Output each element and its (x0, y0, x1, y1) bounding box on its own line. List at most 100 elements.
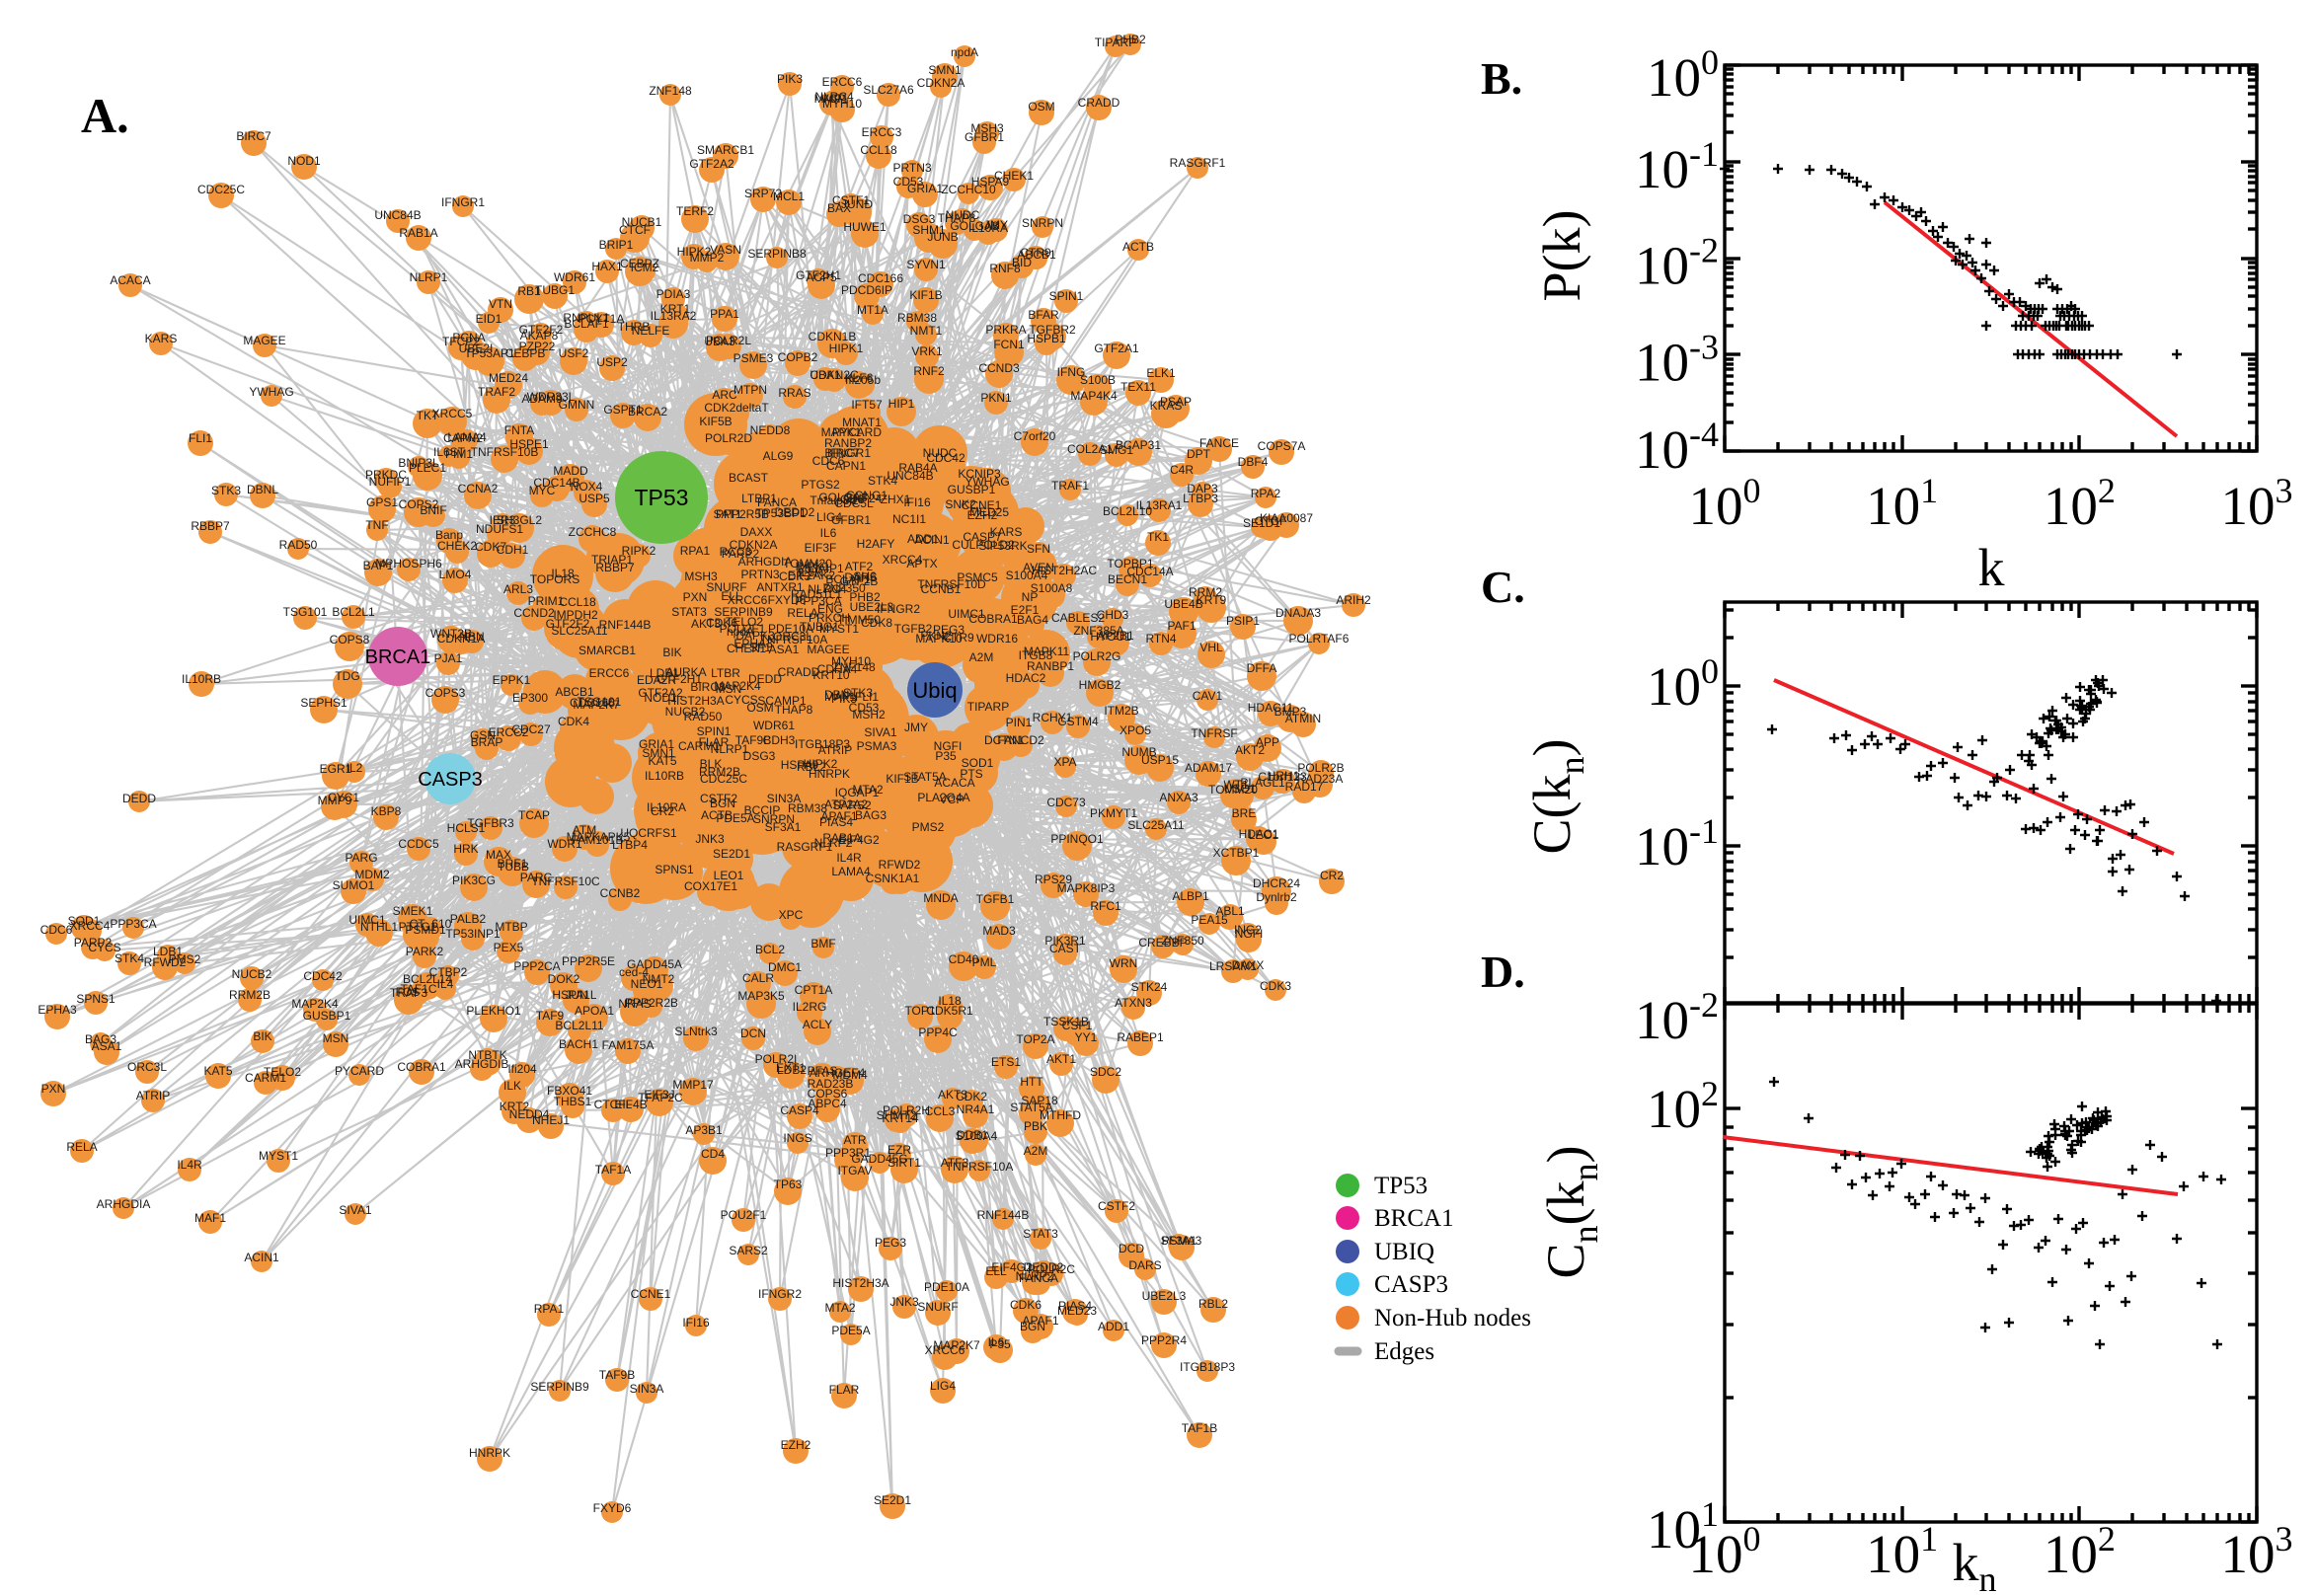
svg-text:PARC: PARC (520, 871, 553, 884)
svg-text:BNIP3L: BNIP3L (398, 456, 439, 470)
svg-text:SNRPN: SNRPN (1022, 216, 1063, 230)
svg-text:MTA2: MTA2 (852, 783, 883, 797)
svg-text:ORC3L: ORC3L (773, 630, 812, 644)
svg-text:APOA1: APOA1 (575, 1004, 614, 1018)
svg-text:MED25: MED25 (969, 505, 1009, 519)
svg-text:KIF5B: KIF5B (699, 415, 732, 428)
svg-text:ABL1: ABL1 (1215, 904, 1245, 918)
svg-text:NDUFS1: NDUFS1 (476, 522, 523, 536)
svg-text:MAPK10: MAPK10 (915, 632, 963, 646)
svg-text:MYST1: MYST1 (259, 1149, 298, 1163)
svg-text:ELK1: ELK1 (1146, 366, 1176, 380)
svg-text:TNFRSF10D: TNFRSF10D (917, 577, 986, 591)
svg-text:THAP8: THAP8 (938, 211, 976, 225)
svg-text:PPA1: PPA1 (710, 307, 739, 321)
svg-text:TAF1C: TAF1C (400, 982, 436, 996)
svg-text:BAG3: BAG3 (85, 1032, 116, 1046)
svg-text:HSPA9: HSPA9 (781, 758, 819, 772)
svg-text:CDKN2A: CDKN2A (917, 76, 965, 90)
svg-text:HIST2H3A: HIST2H3A (832, 1276, 888, 1290)
svg-text:SH3GL2: SH3GL2 (497, 513, 542, 527)
svg-text:EIF4G2: EIF4G2 (838, 833, 880, 847)
svg-text:TDG: TDG (335, 669, 359, 683)
svg-text:CASP3: CASP3 (1374, 1271, 1448, 1298)
svg-text:BRIP1: BRIP1 (599, 238, 634, 252)
svg-text:IFI16: IFI16 (903, 495, 931, 509)
svg-text:AP3B1: AP3B1 (685, 1123, 723, 1137)
svg-text:CDK3: CDK3 (1260, 979, 1291, 993)
svg-text:DPT: DPT (1187, 447, 1211, 461)
svg-text:INGS: INGS (783, 1131, 811, 1145)
svg-text:RFWD2: RFWD2 (879, 858, 921, 872)
svg-text:S100A8: S100A8 (1031, 581, 1073, 595)
svg-text:MPHOSPH6: MPHOSPH6 (375, 557, 442, 570)
svg-text:ITGAV: ITGAV (837, 1164, 872, 1178)
svg-text:STK4: STK4 (868, 474, 897, 488)
svg-text:IL4: IL4 (437, 977, 454, 991)
svg-text:ADD1: ADD1 (1098, 1320, 1129, 1333)
svg-text:TUBG1: TUBG1 (800, 620, 839, 634)
svg-text:RRAS: RRAS (778, 386, 811, 400)
svg-text:MSH2: MSH2 (852, 708, 886, 722)
svg-text:POLR2H: POLR2H (883, 1103, 930, 1117)
svg-text:MMP9: MMP9 (318, 794, 352, 807)
svg-text:PZP22: PZP22 (519, 340, 556, 353)
svg-text:TGFB1: TGFB1 (976, 892, 1015, 906)
svg-text:CASP7: CASP7 (963, 530, 1002, 544)
svg-text:PPP2R5E: PPP2R5E (562, 954, 615, 968)
svg-text:EIF3F: EIF3F (805, 541, 837, 555)
svg-text:CTGF: CTGF (1255, 514, 1287, 528)
svg-text:BCCIP: BCCIP (744, 803, 781, 817)
svg-text:DBF4: DBF4 (1238, 455, 1269, 469)
svg-text:CCND3: CCND3 (978, 361, 1020, 375)
svg-text:HDAC11: HDAC11 (1248, 701, 1294, 715)
svg-text:RRM2B: RRM2B (699, 765, 740, 779)
svg-text:ITGB8: ITGB8 (1019, 648, 1053, 662)
svg-text:IL2RG: IL2RG (793, 1000, 827, 1014)
svg-text:RNPUL1: RNPUL1 (563, 311, 610, 325)
svg-text:SMN1: SMN1 (642, 746, 675, 760)
svg-text:ATMIN: ATMIN (1285, 712, 1321, 725)
svg-text:SNK2: SNK2 (945, 497, 976, 511)
svg-text:RAB1A: RAB1A (399, 226, 437, 240)
svg-text:CR2: CR2 (651, 804, 674, 818)
svg-text:FLAR: FLAR (699, 735, 730, 749)
svg-text:JUN: JUN (565, 988, 587, 1002)
svg-text:IER3: IER3 (490, 513, 516, 527)
svg-text:TIPARP: TIPARP (1095, 36, 1136, 49)
svg-text:ERCC6: ERCC6 (589, 666, 630, 680)
svg-text:Dynlrb2: Dynlrb2 (1256, 890, 1297, 904)
svg-text:TSG101: TSG101 (283, 605, 328, 619)
svg-text:PPP3CA: PPP3CA (795, 594, 841, 608)
svg-text:PYCARD: PYCARD (335, 1064, 384, 1078)
svg-text:TGFBR3: TGFBR3 (467, 816, 514, 830)
svg-text:PDIA3: PDIA3 (656, 287, 691, 301)
svg-text:PDCD6IP: PDCD6IP (841, 283, 892, 297)
svg-text:BCL2L14: BCL2L14 (403, 972, 452, 986)
svg-text:PIK3CG: PIK3CG (452, 874, 496, 887)
svg-text:MAD3: MAD3 (982, 924, 1016, 938)
svg-text:DEDD: DEDD (748, 672, 782, 686)
svg-text:NC1I1: NC1I1 (892, 512, 926, 526)
svg-text:IL18: IL18 (551, 567, 575, 580)
svg-text:USP15: USP15 (1141, 753, 1179, 767)
svg-text:CSTF2: CSTF2 (1098, 1199, 1135, 1213)
svg-text:CDH1: CDH1 (497, 543, 529, 557)
svg-text:PLAGL1: PLAGL1 (1240, 776, 1285, 790)
svg-text:BLK: BLK (700, 757, 723, 771)
svg-text:Ubiq: Ubiq (912, 678, 957, 703)
svg-text:BGN: BGN (1020, 1320, 1045, 1333)
svg-text:ARL3: ARL3 (503, 582, 533, 596)
svg-text:PIM1: PIM1 (445, 447, 473, 461)
svg-text:NUDC: NUDC (946, 208, 980, 222)
svg-text:JNK3: JNK3 (889, 1295, 919, 1309)
svg-text:CDK5R1: CDK5R1 (926, 1004, 973, 1018)
svg-text:CHEK1: CHEK1 (994, 169, 1034, 183)
svg-text:PIK3R1: PIK3R1 (1044, 934, 1086, 948)
svg-text:TOPBP1: TOPBP1 (1107, 557, 1153, 570)
svg-text:MAP2K7: MAP2K7 (933, 1338, 980, 1352)
svg-text:DEDD: DEDD (122, 792, 156, 805)
svg-text:USF2: USF2 (559, 346, 589, 360)
svg-text:PJA1: PJA1 (434, 651, 463, 665)
svg-text:PYCARD: PYCARD (832, 425, 882, 439)
